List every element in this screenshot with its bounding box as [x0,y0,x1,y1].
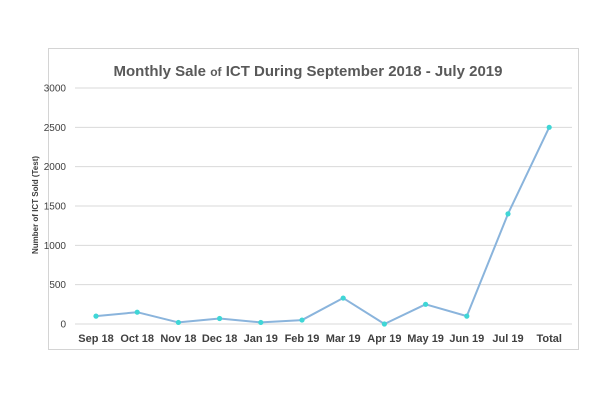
data-point [423,301,429,307]
x-tick-label: Nov 18 [160,333,196,345]
chart-frame [48,48,579,350]
y-tick-label: 0 [60,320,66,331]
data-point [381,321,387,327]
chart-title-part2: of [210,65,222,79]
x-tick-label: Jun 19 [449,333,484,345]
x-tick-label: Oct 18 [120,333,154,345]
x-tick-label: Dec 18 [202,333,237,345]
y-tick-label: 2000 [44,162,67,173]
y-tick-label: 1500 [44,202,67,213]
chart-title-part3: ICT During September 2018 - July 2019 [222,63,503,80]
data-point [340,295,346,301]
x-tick-label: Apr 19 [367,333,401,345]
y-tick-label: 2500 [44,123,67,134]
chart-title: Monthly Sale of ICT During September 201… [114,63,503,80]
y-tick-label: 500 [49,280,66,291]
y-tick-labels: 0 500 1000 1500 2000 2500 3000 [44,84,67,331]
x-tick-label: Jan 19 [244,333,278,345]
gridlines [75,87,572,325]
x-tick-labels: Sep 18 Oct 18 Nov 18 Dec 18 Jan 19 Feb 19 Mar … [78,333,562,345]
x-tick-label: Total [536,333,561,345]
x-tick-label: Feb 19 [285,333,320,345]
chart-title-part1: Monthly Sale [114,63,211,80]
series-line [95,126,551,325]
data-point [464,313,470,319]
data-point [258,319,264,326]
series-layer [93,124,552,327]
x-tick-label: May 19 [407,333,444,345]
y-axis-label: Number of ICT Sold (Test) [31,156,40,254]
data-point [134,309,140,315]
y-tick-label: 1000 [44,241,67,252]
x-tick-label: Jul 19 [492,333,523,345]
data-point [546,124,552,130]
data-point [217,315,223,322]
data-point [505,211,511,217]
data-point [175,319,181,326]
data-point [93,313,99,319]
x-tick-label: Mar 19 [326,333,361,345]
data-point [299,317,305,323]
x-tick-label: Sep 18 [78,333,113,345]
y-tick-label: 3000 [44,84,67,95]
